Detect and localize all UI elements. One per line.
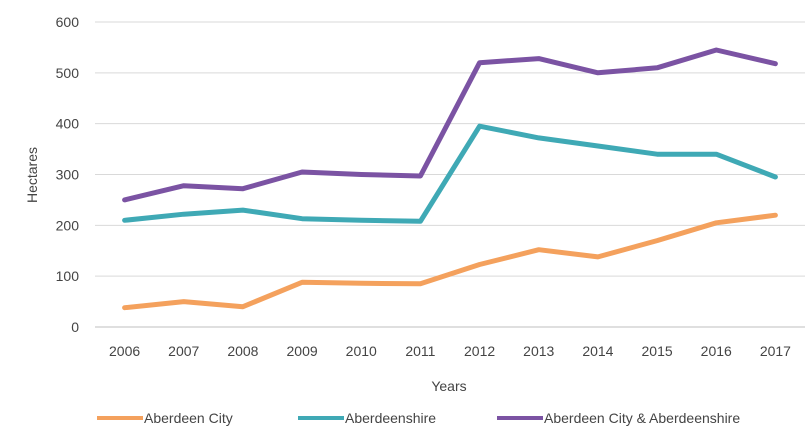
legend-label: Aberdeen City & Aberdeenshire — [544, 410, 740, 426]
x-tick-label: 2010 — [346, 343, 377, 359]
y-tick-label: 400 — [56, 116, 80, 132]
y-tick-label: 0 — [71, 319, 79, 335]
series-line-3 — [122, 47, 778, 203]
x-tick-label: 2006 — [109, 343, 140, 359]
x-tick-label: 2017 — [760, 343, 791, 359]
x-tick-label: 2013 — [523, 343, 554, 359]
x-tick-label: 2016 — [701, 343, 732, 359]
x-tick-labels: 2006 2007 2008 2009 2010 2011 2012 2013 2014 2015… — [109, 343, 791, 359]
x-tick-label: 2015 — [642, 343, 673, 359]
series-line-1 — [122, 212, 778, 311]
legend-label: Aberdeenshire — [345, 410, 436, 426]
y-tick-label: 500 — [56, 65, 80, 81]
legend-label: Aberdeen City — [144, 410, 233, 426]
y-tick-label: 600 — [56, 14, 80, 30]
y-tick-label: 200 — [56, 217, 80, 233]
y-tick-label: 300 — [56, 167, 80, 183]
y-tick-label: 100 — [56, 268, 80, 284]
series-lines — [122, 47, 778, 311]
gridlines — [95, 21, 805, 277]
x-tick-label: 2007 — [168, 343, 199, 359]
x-tick-label: 2014 — [582, 343, 613, 359]
series-line-2 — [122, 123, 778, 224]
legend: Aberdeen City Aberdeenshire Aberdeen City … — [97, 410, 740, 426]
y-tick-labels: 0 100 200 300 400 500 600 — [56, 14, 80, 335]
x-axis-title: Years — [431, 378, 466, 394]
x-tick-label: 2009 — [287, 343, 318, 359]
x-tick-label: 2008 — [227, 343, 258, 359]
x-tick-label: 2012 — [464, 343, 495, 359]
y-axis-title: Hectares — [24, 147, 40, 203]
x-tick-label: 2011 — [405, 343, 435, 359]
